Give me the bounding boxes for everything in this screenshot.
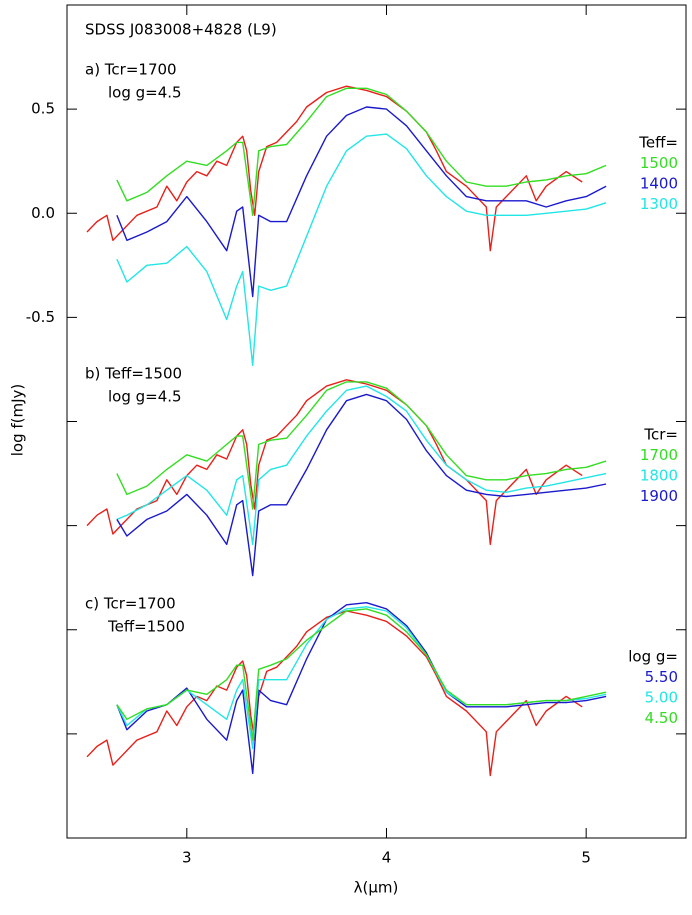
x-tick-label: 4 bbox=[382, 849, 392, 867]
spectrum-line bbox=[86, 85, 583, 252]
spectrum-line bbox=[86, 610, 583, 777]
spectrum-line bbox=[116, 393, 607, 577]
spectrum-line bbox=[116, 608, 607, 741]
legend-entry: 5.50 bbox=[645, 668, 678, 686]
panel-label: b) Teff=1500 bbox=[85, 365, 182, 383]
panel-label-2: log g=4.5 bbox=[108, 84, 182, 102]
spectrum-line bbox=[116, 606, 607, 750]
legend-title: Teff= bbox=[638, 134, 678, 152]
y-tick-label: 0.0 bbox=[31, 204, 55, 222]
spectrum-line bbox=[116, 381, 607, 510]
spectrum-line bbox=[86, 379, 583, 546]
plot-frame bbox=[66, 4, 687, 839]
x-tick-label: 3 bbox=[182, 849, 192, 867]
legend-entry: 1800 bbox=[640, 467, 678, 485]
spectrum-line bbox=[116, 602, 607, 775]
legend-entry: 5.00 bbox=[645, 689, 678, 707]
panel-label: a) Tcr=1700 bbox=[85, 61, 177, 79]
x-tick-label: 5 bbox=[581, 849, 591, 867]
legend-entry: 1500 bbox=[640, 154, 678, 172]
y-axis-label: log f(mJy) bbox=[9, 384, 27, 457]
spectrum-line bbox=[116, 133, 607, 366]
x-axis-label: λ(μm) bbox=[354, 879, 399, 897]
legend-entry: 1300 bbox=[640, 195, 678, 213]
panel-label-2: log g=4.5 bbox=[108, 388, 182, 406]
legend-entry: 4.50 bbox=[645, 709, 678, 727]
panel-label-2: Teff=1500 bbox=[107, 618, 185, 636]
y-tick-label: 0.5 bbox=[31, 100, 55, 118]
panel-label: c) Tcr=1700 bbox=[85, 595, 176, 613]
y-tick-label: -0.5 bbox=[26, 308, 55, 326]
spectrum-line bbox=[116, 385, 607, 546]
chart-title: SDSS J083008+4828 (L9) bbox=[85, 21, 277, 39]
legend-title: log g= bbox=[628, 648, 678, 666]
legend-entry: 1400 bbox=[640, 175, 678, 193]
spectrum-line bbox=[116, 106, 607, 298]
spectrum-line bbox=[116, 87, 607, 216]
legend-entry: 1700 bbox=[640, 446, 678, 464]
legend-entry: 1900 bbox=[640, 487, 678, 505]
legend-title: Tcr= bbox=[643, 426, 678, 444]
